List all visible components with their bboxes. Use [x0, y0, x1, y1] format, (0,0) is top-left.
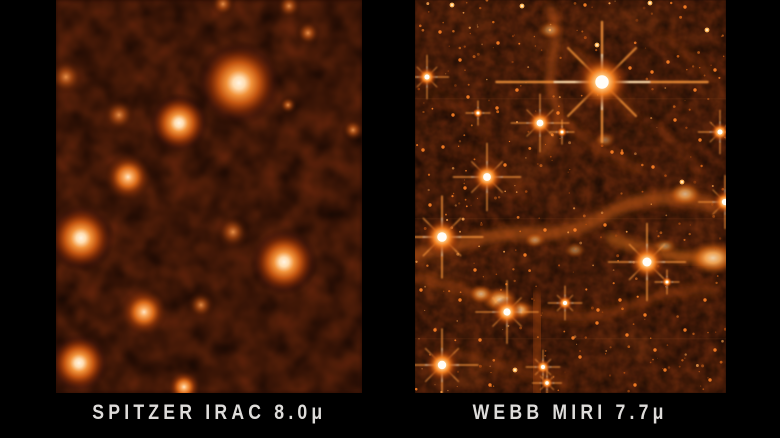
spitzer-caption-text: SPITZER IRAC 8.0μ: [91, 401, 327, 424]
webb-image: [415, 0, 726, 393]
spitzer-image: [56, 0, 362, 393]
spitzer-panel: SPITZER IRAC 8.0μ: [56, 0, 362, 424]
webb-caption: WEBB MIRI 7.7μ: [415, 401, 726, 425]
webb-panel: WEBB MIRI 7.7μ: [415, 0, 726, 424]
spitzer-caption: SPITZER IRAC 8.0μ: [56, 401, 362, 425]
webb-caption-text: WEBB MIRI 7.7μ: [472, 401, 669, 424]
